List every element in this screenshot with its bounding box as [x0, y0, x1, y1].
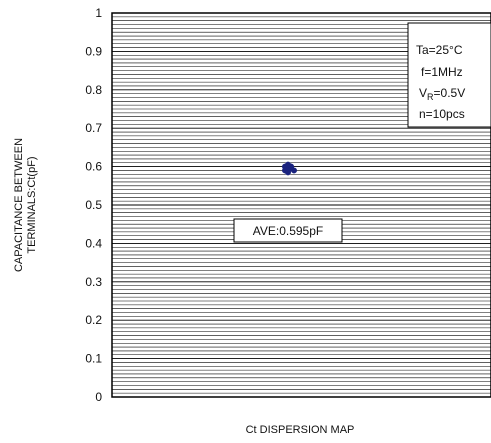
y-axis-title: CAPACITANCE BETWEEN TERMINALS:Ct(pF) — [13, 138, 38, 272]
data-points — [282, 161, 297, 176]
plot-frame — [111, 12, 491, 398]
y-tick-label: 0.5 — [85, 198, 102, 212]
y-tick-label: 1 — [95, 6, 102, 20]
condition-n: n=10pcs — [419, 107, 465, 121]
y-tick-label: 0.8 — [85, 83, 102, 97]
y-tick-label: 0.2 — [85, 313, 102, 327]
conditions-box: Ta=25°C f=1MHz VR=0.5V n=10pcs — [407, 22, 491, 128]
y-tick-label: 0.3 — [85, 275, 102, 289]
y-tick-label: 0.7 — [85, 121, 102, 135]
y-axis-title-line1: CAPACITANCE BETWEEN — [13, 138, 25, 272]
y-tick-label: 0.9 — [85, 44, 102, 58]
y-axis-title-line2: TERMINALS:Ct(pF) — [26, 156, 38, 253]
condition-vr: VR=0.5V — [419, 86, 465, 102]
data-point — [285, 167, 291, 174]
condition-ta: Ta=25°C — [416, 43, 463, 57]
condition-f: f=1MHz — [421, 65, 463, 79]
y-tick-label: 0.4 — [85, 236, 102, 250]
y-tick-label: 0 — [95, 390, 102, 404]
y-tick-label: 0.6 — [85, 160, 102, 174]
average-box: AVE:0.595pF — [233, 218, 343, 243]
x-axis-title: Ct DISPERSION MAP — [246, 424, 355, 436]
y-axis-ticks: 0 0.1 0.2 0.3 0.4 0.5 0.6 0.7 0.8 0.9 1 — [85, 6, 102, 404]
average-label: AVE:0.595pF — [253, 224, 324, 238]
y-tick-label: 0.1 — [85, 352, 102, 366]
grid-lines — [112, 16, 491, 394]
